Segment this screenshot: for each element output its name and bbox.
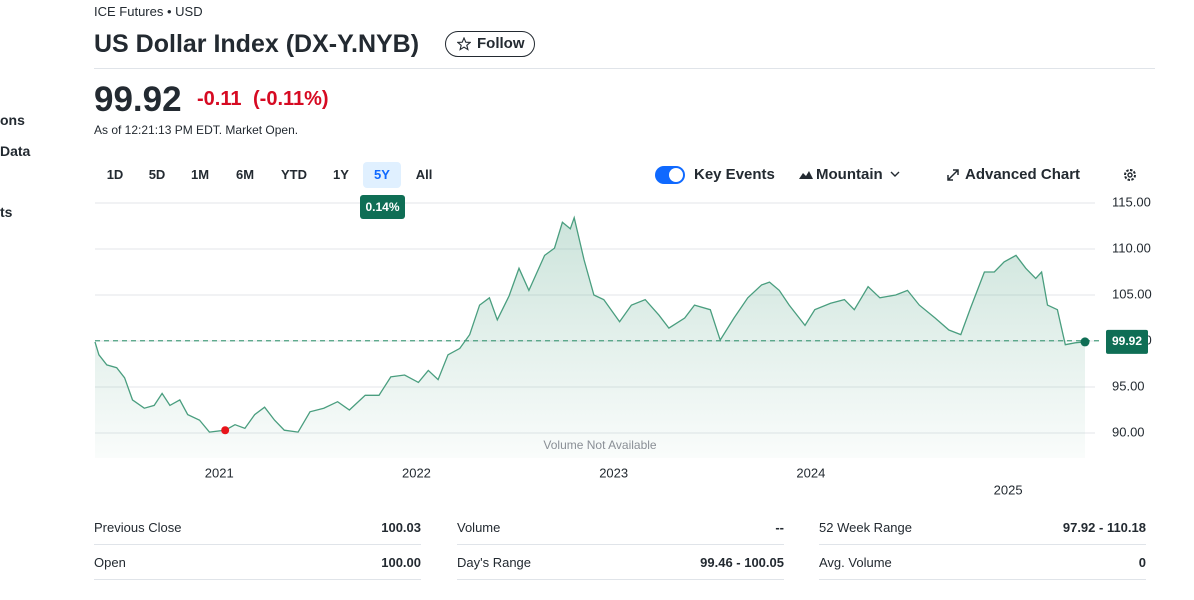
- range-tab[interactable]: YTD: [281, 167, 307, 182]
- y-tick-label: 105.00: [1112, 286, 1152, 301]
- range-change: 0.14%: [360, 195, 405, 219]
- advanced-chart[interactable]: Advanced Chart: [965, 166, 1081, 183]
- stat-label: Avg. Volume: [819, 555, 892, 570]
- row-divider: [457, 579, 784, 580]
- range-tab[interactable]: 1M: [190, 167, 210, 182]
- chart-type[interactable]: Mountain: [816, 166, 883, 183]
- follow-label: Follow: [477, 35, 525, 52]
- price-label: 99.92: [1112, 334, 1142, 348]
- range-tab[interactable]: 5Y: [363, 162, 401, 188]
- price-label-box: [1106, 329, 1148, 354]
- area: [95, 217, 1085, 458]
- settings-icon[interactable]: [1122, 167, 1138, 183]
- stat-value: 100.00: [381, 555, 421, 570]
- toggle[interactable]: [655, 166, 685, 184]
- exchange: ICE Futures • USD: [94, 4, 203, 19]
- row-divider: [94, 579, 421, 580]
- follow-button[interactable]: Follow: [445, 31, 535, 57]
- y-tick-label: 110.00: [1112, 240, 1151, 255]
- stat-value: --: [775, 520, 784, 535]
- stat-label: 52 Week Range: [819, 520, 912, 535]
- x-tick-label: 2025: [994, 482, 1023, 497]
- annotation: Volume Not Available: [543, 438, 657, 452]
- stat-label: Previous Close: [94, 520, 182, 535]
- change: -0.11: [197, 88, 242, 110]
- chart: 90.0095.00100.00105.00110.00115.00202120…: [94, 194, 1152, 497]
- price-line: [94, 215, 1086, 433]
- key-events[interactable]: Key Events: [694, 166, 775, 183]
- expand-icon: [947, 169, 959, 181]
- star-icon: [457, 37, 471, 51]
- range-tab[interactable]: 1Y: [333, 167, 349, 182]
- divider: [94, 68, 1155, 69]
- last-point: [1080, 337, 1090, 347]
- stat-label: Day's Range: [457, 555, 532, 570]
- event-marker: [221, 426, 230, 435]
- as-of: As of 12:21:13 PM EDT. Market Open.: [94, 123, 299, 137]
- row-divider: [94, 544, 421, 545]
- stat-label: Open: [94, 555, 126, 570]
- stat-label: Volume: [457, 520, 501, 535]
- stat-value: 97.92 - 110.18: [1062, 520, 1146, 535]
- x-tick-label: 2021: [205, 465, 234, 480]
- title: US Dollar Index (DX-Y.NYB): [94, 30, 420, 58]
- mountain-icon: [799, 171, 813, 179]
- sidebar-item[interactable]: ons: [0, 112, 25, 128]
- range-tab[interactable]: All: [415, 167, 433, 182]
- y-tick-label: 115.00: [1112, 194, 1151, 209]
- price: 99.92: [94, 80, 182, 119]
- range-tab[interactable]: 5D: [148, 167, 166, 182]
- change-percent: (-0.11%): [253, 88, 329, 110]
- sidebar-item[interactable]: ts: [0, 204, 13, 220]
- chevron: [890, 171, 900, 177]
- stat-value: 0: [1138, 555, 1146, 570]
- y-tick-label: 95.00: [1112, 378, 1145, 393]
- stat-value: 99.46 - 100.05: [700, 555, 784, 570]
- range-tab[interactable]: 6M: [235, 167, 255, 182]
- x-tick-label: 2022: [402, 465, 431, 480]
- row-divider: [457, 544, 784, 545]
- x-tick-label: 2024: [796, 465, 825, 480]
- row-divider: [819, 579, 1146, 580]
- sidebar-item[interactable]: Data: [0, 143, 31, 159]
- stat-value: 100.03: [381, 520, 421, 535]
- x-tick-label: 2023: [599, 465, 628, 480]
- y-tick-label: 90.00: [1112, 424, 1145, 439]
- range-tab[interactable]: 1D: [106, 167, 124, 182]
- row-divider: [819, 544, 1146, 545]
